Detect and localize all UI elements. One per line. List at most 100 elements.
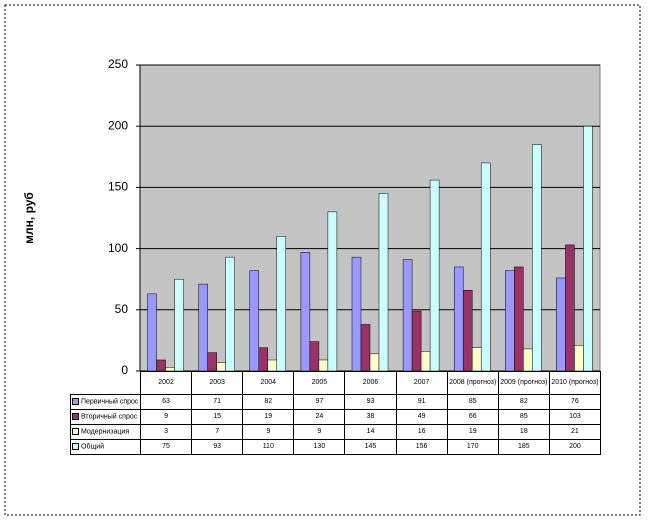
- table-value: 21: [548, 424, 601, 440]
- y-tick-label: 200: [108, 118, 128, 132]
- chart-border: [4, 4, 641, 516]
- legend-entry: Первичный спрос: [70, 394, 141, 410]
- table-value: 91: [395, 394, 448, 410]
- bar: [207, 352, 217, 372]
- bar: [420, 351, 431, 372]
- table-value: 145: [344, 439, 397, 455]
- table-value: 24: [293, 409, 346, 425]
- table-row: Общий 75 93 110 130 145 156 170 185 200: [70, 439, 601, 455]
- table-value: 200: [548, 439, 601, 455]
- bar: [471, 347, 482, 372]
- x-tick-label: 2002: [139, 371, 193, 395]
- legend-label: Модернизация: [81, 428, 130, 436]
- y-tick-label: 50: [115, 302, 129, 316]
- table-value: 18: [497, 424, 550, 440]
- bar: [318, 359, 329, 372]
- table-row: Вторичный спрос 9 15 19 24 38 49 66 85 103: [70, 409, 601, 425]
- table-value: 75: [139, 439, 193, 455]
- bar: [532, 144, 542, 372]
- bar: [378, 193, 389, 372]
- bar: [514, 266, 524, 372]
- legend-entry: Вторичный спрос: [70, 409, 141, 425]
- table-value: 19: [242, 409, 295, 425]
- legend-entry: Общий: [70, 439, 141, 455]
- table-value: 49: [395, 409, 448, 425]
- legend-label: Вторичный спрос: [81, 413, 138, 421]
- bar: [309, 341, 320, 372]
- legend-label: Первичный спрос: [81, 398, 139, 406]
- bar: [276, 236, 287, 372]
- table-value: 71: [191, 394, 244, 410]
- table-row: Модернизация 3 7 9 9 14 16 19 18 21: [70, 424, 601, 440]
- legend-swatch: [72, 427, 79, 435]
- table-value: 82: [242, 394, 295, 410]
- table-value: 93: [344, 394, 397, 410]
- table-value: 97: [293, 394, 346, 410]
- y-tick-label: 250: [108, 57, 128, 71]
- bar: [411, 310, 422, 372]
- y-axis-label: млн, руб: [22, 192, 36, 244]
- table-value: 14: [344, 424, 397, 440]
- bar: [369, 353, 380, 372]
- bar: [267, 359, 278, 372]
- table-value: 130: [293, 439, 346, 455]
- legend-entry: Модернизация: [70, 424, 141, 440]
- bar: [258, 347, 269, 372]
- table-value: 19: [446, 424, 499, 440]
- legend-label: Общий: [81, 443, 105, 451]
- y-tick-label: 150: [108, 180, 128, 194]
- bar: [583, 125, 593, 372]
- bar: [402, 259, 413, 372]
- table-value: 38: [344, 409, 397, 425]
- bar: [523, 348, 533, 372]
- x-tick-label: 2004: [242, 371, 295, 395]
- x-tick-label: 2005: [293, 371, 346, 395]
- bar: [429, 179, 440, 372]
- bar: [480, 162, 491, 372]
- table-value: 185: [497, 439, 550, 455]
- bar: [360, 324, 371, 372]
- table-value: 82: [497, 394, 550, 410]
- legend-swatch: [72, 442, 79, 450]
- table-value: 7: [191, 424, 244, 440]
- table-value: 110: [242, 439, 295, 455]
- x-tick-label: 2008 (прогноз): [446, 371, 499, 395]
- bar: [556, 277, 566, 372]
- table-value: 170: [446, 439, 499, 455]
- table-value: 76: [548, 394, 601, 410]
- data-table: 2002 2003 2004 2005 2006 2007 2008 (прогноз) 20…: [70, 371, 601, 455]
- bar: [462, 289, 473, 372]
- table-header-row: 2002 2003 2004 2005 2006 2007 2008 (прогноз) 20…: [70, 371, 601, 395]
- table-row: Первичный спрос 63 71 82 97 93 91 85 82 76: [70, 394, 601, 410]
- table-value: 9: [242, 424, 295, 440]
- y-tick-label: 0: [121, 363, 128, 377]
- y-tick-label: 100: [108, 241, 128, 255]
- x-tick-label: 2009 (прогноз): [497, 371, 550, 395]
- bar: [574, 345, 584, 372]
- table-value: 103: [548, 409, 601, 425]
- table-value: 63: [139, 394, 193, 410]
- bar: [565, 244, 575, 372]
- table-value: 9: [293, 424, 346, 440]
- table-value: 9: [139, 409, 193, 425]
- table-value: 16: [395, 424, 448, 440]
- bar: [351, 256, 362, 372]
- bar: [300, 252, 311, 372]
- table-value: 3: [139, 424, 193, 440]
- bar: [453, 266, 464, 372]
- legend-swatch: [72, 412, 79, 420]
- x-tick-label: 2010 (прогноз): [548, 371, 601, 395]
- table-value: 85: [446, 394, 499, 410]
- table-value: 15: [191, 409, 244, 425]
- bar: [327, 211, 338, 372]
- x-tick-label: 2006: [344, 371, 397, 395]
- bar: [198, 283, 208, 372]
- bar: [147, 293, 157, 372]
- legend-swatch: [72, 397, 79, 405]
- bar: [225, 256, 235, 372]
- table-value: 93: [191, 439, 244, 455]
- table-value: 85: [497, 409, 550, 425]
- bar: [174, 278, 184, 372]
- table-value: 66: [446, 409, 499, 425]
- bar: [156, 359, 166, 372]
